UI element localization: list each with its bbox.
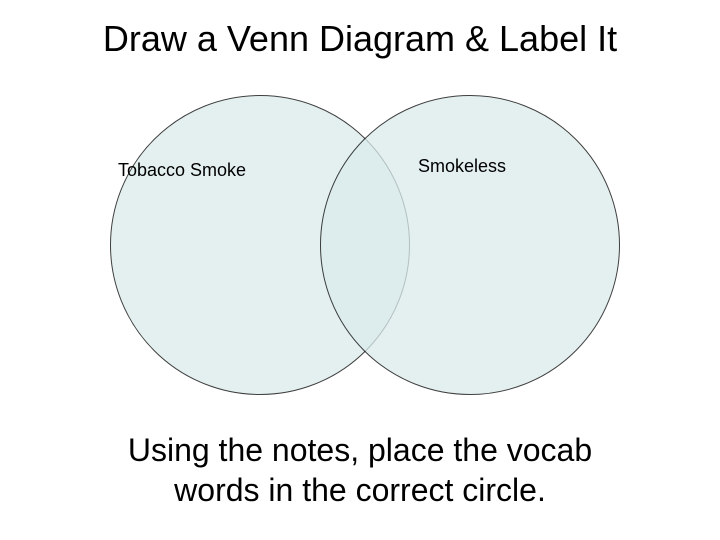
- venn-left-label: Tobacco Smoke: [118, 160, 246, 181]
- caption-text: Using the notes, place the vocab words i…: [0, 430, 720, 510]
- page-title: Draw a Venn Diagram & Label It: [0, 18, 720, 60]
- venn-diagram: Tobacco Smoke Smokeless: [0, 90, 720, 410]
- venn-right-label: Smokeless: [418, 156, 506, 177]
- caption-line-1: Using the notes, place the vocab: [128, 432, 592, 468]
- caption-line-2: words in the correct circle.: [174, 472, 546, 508]
- venn-right-circle: [320, 95, 620, 395]
